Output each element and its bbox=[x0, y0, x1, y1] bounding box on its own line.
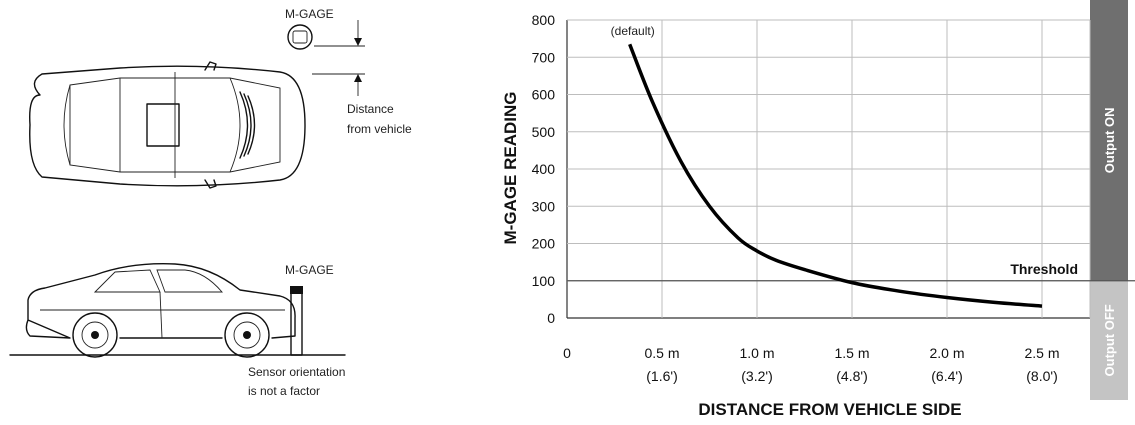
car-side-front-wheel bbox=[224, 312, 270, 358]
output-bands: Output ON Output OFF bbox=[1090, 0, 1128, 400]
reading-curve bbox=[628, 43, 1043, 308]
side-view-sensor-label: M-GAGE bbox=[285, 263, 334, 277]
distance-label-1: Distance bbox=[347, 102, 394, 116]
x-tick-sublabel: (3.2') bbox=[741, 368, 772, 384]
top-view-sensor-label: M-GAGE bbox=[285, 7, 334, 21]
x-tick-sublabel: (8.0') bbox=[1026, 368, 1057, 384]
band-output-off bbox=[1090, 280, 1128, 400]
car-top-body bbox=[29, 65, 306, 187]
default-annotation: (default) bbox=[611, 24, 655, 38]
orientation-note-2: is not a factor bbox=[248, 384, 320, 398]
x-tick-sublabel: (1.6') bbox=[646, 368, 677, 384]
x-tick-sublabel: (4.8') bbox=[836, 368, 867, 384]
band-label: Output OFF bbox=[1102, 304, 1117, 376]
x-tick-label: 2.0 m bbox=[929, 345, 964, 361]
x-axis-title: DISTANCE FROM VEHICLE SIDE bbox=[698, 400, 961, 419]
car-side-body bbox=[25, 263, 296, 339]
x-tick-label: 1.5 m bbox=[834, 345, 869, 361]
y-tick-label: 600 bbox=[532, 87, 556, 103]
threshold-label: Threshold bbox=[1010, 261, 1078, 277]
y-tick-label: 200 bbox=[532, 236, 556, 252]
sensor-top-icon bbox=[287, 24, 313, 50]
y-tick-label: 300 bbox=[532, 198, 556, 214]
y-tick-label: 0 bbox=[547, 310, 555, 326]
band-output-on bbox=[1090, 0, 1128, 281]
side-view-car-illustration: M-GAGE Sensor orientation is not a facto… bbox=[9, 263, 346, 398]
sensor-side-icon bbox=[290, 286, 303, 294]
band-label: Output ON bbox=[1102, 108, 1117, 174]
x-tick-label: 0 bbox=[563, 345, 571, 361]
y-tick-label: 700 bbox=[532, 49, 556, 65]
car-side-rear-wheel bbox=[72, 312, 118, 358]
x-tick-label: 1.0 m bbox=[739, 345, 774, 361]
y-tick-label: 800 bbox=[532, 12, 556, 28]
top-view-car-illustration: M-GAGE Distance from vehicle bbox=[29, 7, 412, 189]
sensor-post bbox=[290, 289, 303, 356]
y-axis-title: M-GAGE READING bbox=[501, 92, 520, 245]
y-tick-label: 400 bbox=[532, 161, 556, 177]
threshold-line: Threshold bbox=[567, 261, 1135, 282]
y-tick-labels: 0 100 200 300 400 500 600 700 800 bbox=[532, 12, 556, 326]
x-tick-sublabel: (6.4') bbox=[931, 368, 962, 384]
y-tick-label: 500 bbox=[532, 124, 556, 140]
orientation-note-1: Sensor orientation bbox=[248, 365, 345, 379]
car-top-sunroof bbox=[146, 103, 180, 147]
distance-label-2: from vehicle bbox=[347, 122, 412, 136]
curve-layer: (default) bbox=[611, 24, 1043, 308]
y-tick-label: 100 bbox=[532, 273, 556, 289]
x-tick-label: 0.5 m bbox=[644, 345, 679, 361]
x-tick-labels: 0 0.5 m (1.6') 1.0 m (3.2') 1.5 m (4.8') 2.0 m (… bbox=[563, 345, 1059, 384]
x-tick-label: 2.5 m bbox=[1024, 345, 1059, 361]
